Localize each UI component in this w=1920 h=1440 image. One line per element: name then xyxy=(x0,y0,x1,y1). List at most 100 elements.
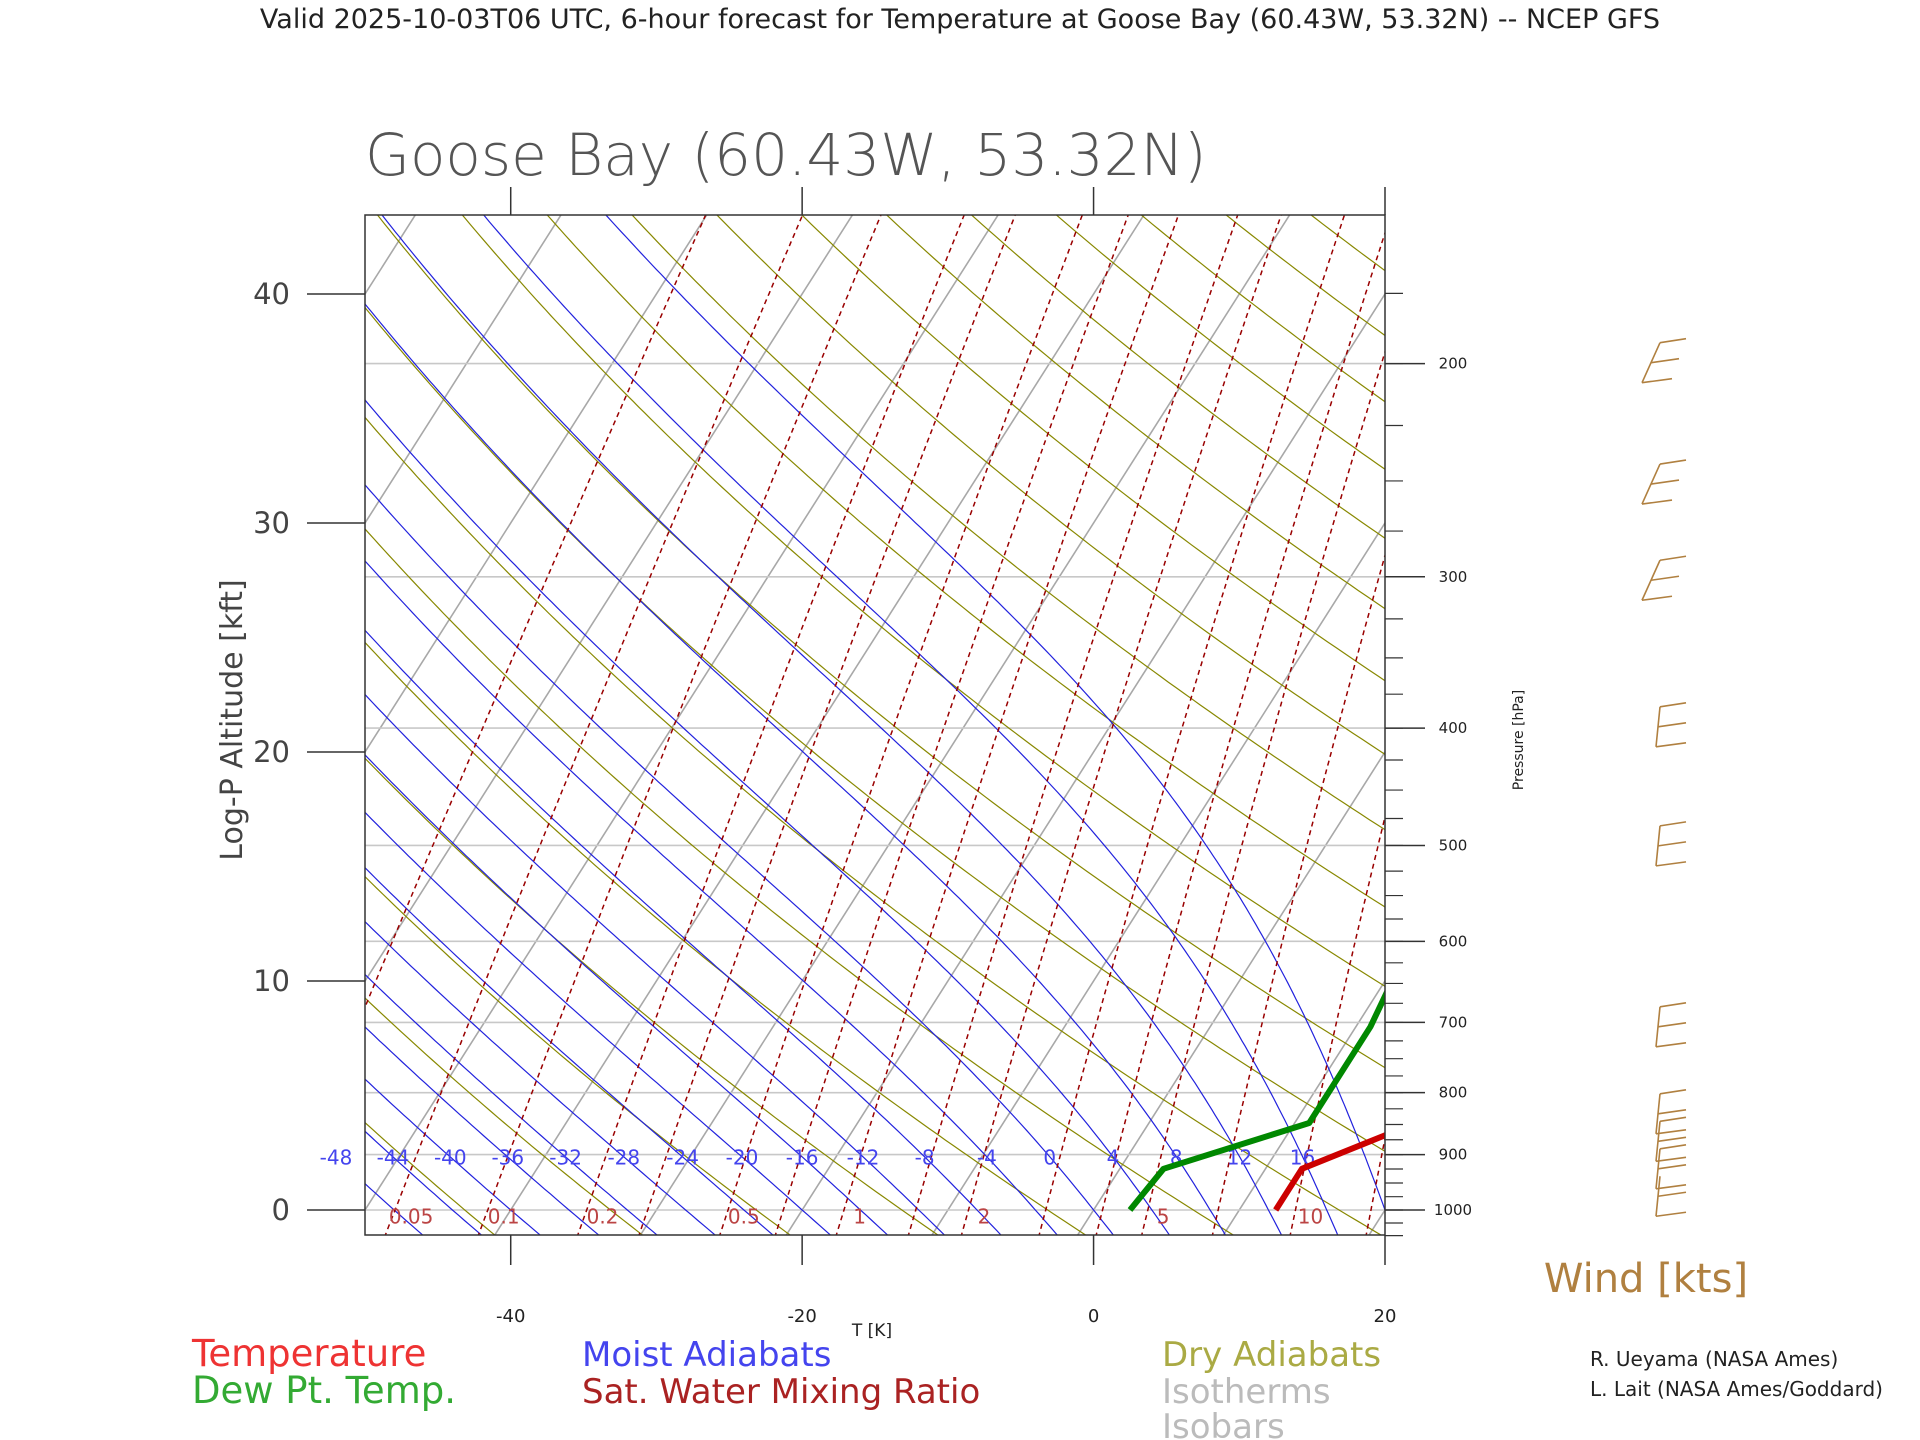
moist-adiabat-label: 4 xyxy=(1107,1146,1120,1170)
mixing-ratio-line xyxy=(1619,207,1811,1238)
mixing-ratio-line xyxy=(774,215,1130,1235)
mixing-ratio-line xyxy=(576,215,965,1235)
adiabat-labels: -48 -44 -40 -36 -32 -28 -24 -20 -16 -12 -8 -4 0 4 8 12 1… xyxy=(320,1146,1324,1229)
mixing-ratio-line xyxy=(365,215,707,1010)
dry-adiabat-line xyxy=(365,641,1087,1235)
moist-adiabat-line xyxy=(365,629,1002,1235)
mixing-ratio-line xyxy=(719,215,1084,1235)
moist-adiabat-line xyxy=(365,866,774,1235)
moist-adiabats xyxy=(365,215,1385,1235)
mixing-ratio-line xyxy=(1141,349,1385,1235)
moist-adiabat-line xyxy=(482,215,1339,1235)
dry-adiabat-line xyxy=(1055,215,1385,470)
moist-adiabat-line xyxy=(365,973,658,1235)
isotherm-line xyxy=(1513,202,1920,1237)
y-tick-label: 30 xyxy=(253,506,290,540)
moist-adiabat-label: -40 xyxy=(434,1146,467,1170)
sounding-series xyxy=(1127,989,1385,1212)
dry-adiabat-line xyxy=(631,215,1385,831)
credit-line-1: R. Ueyama (NASA Ames) xyxy=(1590,1347,1838,1371)
dry-adiabat-line xyxy=(1310,215,1385,272)
legend-moist-adiabats: Moist Adiabats xyxy=(582,1335,831,1375)
mixing-ratio-label: 0.1 xyxy=(488,1205,520,1229)
mixing-ratio-label: 0.05 xyxy=(389,1205,434,1229)
wind-barbs xyxy=(1641,337,1687,1218)
moist-adiabat-label: -24 xyxy=(666,1146,699,1170)
moist-adiabat-label: -8 xyxy=(915,1146,935,1170)
legend-mixing-ratio: Sat. Water Mixing Ratio xyxy=(582,1372,980,1412)
moist-adiabat-label: -48 xyxy=(320,1146,353,1170)
dry-adiabat-line xyxy=(0,207,54,1238)
wind-barb xyxy=(1641,459,1687,505)
dry-adiabat-line xyxy=(365,875,792,1235)
moist-adiabat-line xyxy=(365,560,1058,1235)
wind-barb xyxy=(1655,1176,1687,1218)
moist-adiabat-line xyxy=(365,1182,424,1235)
isotherm-line xyxy=(365,215,1000,1212)
wind-barb xyxy=(1641,555,1687,602)
isotherms-isobars xyxy=(365,202,1920,1237)
isotherm-line xyxy=(365,215,562,525)
plot-frame xyxy=(364,214,1386,1236)
dewpoint-line xyxy=(1127,989,1385,1212)
mixing-ratio-line xyxy=(1095,230,1385,1235)
dry-adiabat-line xyxy=(1808,207,1920,1238)
pressure-tick-label: 400 xyxy=(1439,719,1468,737)
chart-title: Goose Bay (60.43W, 53.32N) xyxy=(365,121,1206,189)
moist-adiabat-label: -20 xyxy=(726,1146,759,1170)
moist-adiabat-line xyxy=(381,215,1283,1235)
mixing-ratio-line xyxy=(1038,215,1346,1235)
dry-adiabat-line xyxy=(376,215,1385,1069)
wind-barb xyxy=(1655,1143,1687,1190)
dry-adiabat-line xyxy=(461,215,1385,987)
mixing-ratio-line xyxy=(1449,207,1677,1238)
dry-adiabat-line xyxy=(546,215,1385,908)
moist-adiabat-line xyxy=(365,1026,600,1235)
moist-adiabat-label: -44 xyxy=(377,1146,410,1170)
mixing-ratio-line xyxy=(835,215,1180,1235)
dry-adiabat-line xyxy=(0,207,350,1238)
moist-adiabat-line xyxy=(365,693,946,1235)
mixing-ratio-line xyxy=(1365,1134,1385,1235)
mixing-ratio-label: 5 xyxy=(1157,1205,1170,1229)
dry-adiabat-line xyxy=(1140,215,1385,403)
pressure-tick-label: 300 xyxy=(1439,568,1468,586)
wind-barb xyxy=(1655,821,1687,867)
x-tick-label: 0 xyxy=(1088,1306,1099,1327)
pressure-tick-label: 900 xyxy=(1439,1146,1468,1164)
mixing-ratio-label: 0.2 xyxy=(587,1205,619,1229)
dry-adiabat-line xyxy=(365,757,939,1235)
wind-barb xyxy=(1641,337,1687,384)
y-axis-label: Log-P Altitude [kft] xyxy=(215,579,250,860)
wind-barb xyxy=(1655,1116,1687,1163)
temperature-line xyxy=(1273,1132,1385,1212)
moist-adiabat-line xyxy=(365,483,1115,1235)
dry-adiabat-line xyxy=(1470,207,1920,1238)
wind-barb xyxy=(1655,702,1687,748)
dry-adiabats xyxy=(0,207,1920,1238)
moist-adiabat-line xyxy=(365,811,832,1235)
isotherm-line xyxy=(365,215,708,754)
mixing-ratio-line xyxy=(907,215,1239,1235)
mixing-ratio-line xyxy=(1530,207,1741,1238)
dry-adiabat-line xyxy=(365,306,1385,1152)
moist-adiabat-label: -12 xyxy=(847,1146,880,1170)
legend-isobars: Isobars xyxy=(1162,1407,1285,1440)
mixing-ratio-label: 2 xyxy=(978,1205,991,1229)
pressure-tick-label: 600 xyxy=(1439,932,1468,950)
y-tick-label: 10 xyxy=(253,964,290,998)
isotherm-line xyxy=(1659,202,1920,1237)
header-text: Valid 2025-10-03T06 UTC, 6-hour forecast… xyxy=(260,4,1660,35)
y-tick-label: 40 xyxy=(253,277,290,311)
isotherm-line xyxy=(365,215,417,296)
dry-adiabat-line xyxy=(1554,207,1920,1238)
x-tick-label: -20 xyxy=(787,1306,816,1327)
dry-adiabat-line xyxy=(1225,215,1385,337)
mixing-ratio-line xyxy=(477,215,882,1235)
moist-adiabat-line xyxy=(365,754,889,1235)
dry-adiabat-line xyxy=(970,215,1385,539)
legend: Temperature Dew Pt. Temp. Moist Adiabats… xyxy=(191,1332,1381,1440)
pressure-tick-label: 200 xyxy=(1439,355,1468,373)
